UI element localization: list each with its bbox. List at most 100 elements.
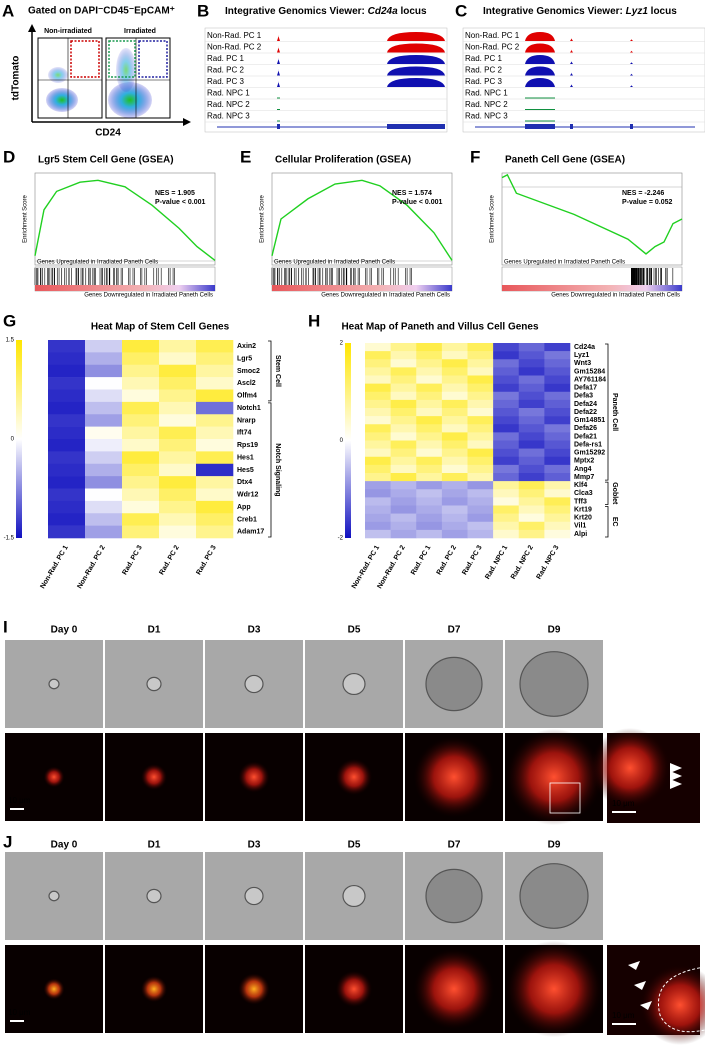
scale-label: 10 μm	[8, 1008, 31, 1017]
gsea-plot	[271, 172, 453, 266]
peak	[630, 73, 633, 76]
heat-cell	[467, 489, 494, 498]
heat-cell	[122, 426, 160, 440]
heat-cell	[493, 408, 520, 417]
peak	[387, 78, 445, 87]
organoid	[146, 676, 162, 692]
peak	[570, 72, 573, 76]
heat-cell	[390, 408, 417, 417]
igv-frame	[462, 27, 705, 133]
heat-cell	[416, 399, 443, 409]
scale-label: 10 μm	[612, 799, 635, 808]
heat-cell	[416, 343, 443, 352]
gene-label: Defa-rs1	[574, 441, 602, 448]
heat-cell	[48, 451, 86, 465]
gate	[138, 40, 168, 78]
scale-label: 0	[11, 437, 15, 443]
arrowhead	[670, 779, 682, 789]
heat-cell	[467, 481, 494, 490]
organoid	[342, 672, 366, 696]
gene-label: Gm15292	[574, 450, 605, 457]
heat-cell	[416, 367, 443, 376]
heat-cell	[365, 473, 391, 482]
column-label: Rad. PC 2	[158, 544, 180, 576]
heat-cell	[493, 464, 520, 474]
day-label: D5	[348, 625, 361, 636]
axis-label: Enrichment Score	[23, 194, 29, 242]
organoid	[244, 886, 264, 906]
nes: NES = 1.905	[155, 190, 195, 197]
peak	[525, 78, 555, 87]
heat-cell	[390, 383, 417, 393]
organoid	[342, 884, 366, 908]
panel-letter: D	[3, 147, 15, 166]
heat-cell	[365, 383, 391, 393]
heat-cell	[196, 513, 234, 526]
heat-cell	[159, 463, 197, 477]
heat-cell	[416, 456, 443, 466]
heat-cell	[518, 497, 545, 506]
heat-cell	[467, 391, 494, 401]
heat-cell	[122, 352, 160, 366]
heat-cell	[493, 497, 520, 506]
heat-cell	[390, 464, 417, 474]
heat-cell	[493, 416, 520, 425]
density	[108, 82, 152, 118]
day-label: D7	[448, 840, 461, 851]
heat-cell	[365, 489, 391, 498]
heat-cell	[518, 424, 545, 433]
heat-cell	[365, 464, 391, 474]
scale-label: -1.5	[4, 536, 15, 542]
heat-cell	[467, 456, 494, 466]
fluorescence	[413, 948, 495, 1030]
exon	[630, 124, 633, 129]
heat-cell	[85, 525, 123, 539]
heat-cell	[544, 375, 571, 384]
heat-cell	[390, 456, 417, 466]
heat-cell	[493, 424, 520, 433]
day-label: D9	[548, 840, 561, 851]
heat-cell	[493, 351, 520, 360]
heat-cell	[196, 377, 234, 390]
heat-cell	[441, 391, 468, 401]
exon	[387, 124, 445, 129]
heat-cell	[122, 401, 160, 415]
heat-cell	[544, 448, 571, 458]
heat-cell	[196, 439, 234, 452]
heat-cell	[467, 408, 494, 417]
fluorescence	[505, 728, 603, 826]
rank-bar	[35, 285, 215, 291]
plot-label: Non-irradiated	[44, 28, 92, 35]
heat-cell	[544, 521, 571, 531]
peak	[277, 81, 280, 87]
heat-cell	[196, 364, 234, 378]
heat-cell	[518, 375, 545, 384]
heat-cell	[544, 343, 571, 352]
peak	[387, 55, 445, 64]
heat-cell	[493, 529, 520, 539]
heat-cell	[544, 359, 571, 368]
heat-cell	[416, 464, 443, 474]
bracket	[605, 481, 609, 505]
scale-label: 1.5	[6, 338, 15, 344]
heat-cell	[159, 488, 197, 502]
gene-label: Wnt3	[574, 360, 591, 367]
heat-cell	[416, 473, 443, 482]
panel-title: Paneth Cell Gene (GSEA)	[505, 155, 625, 166]
bracket	[268, 402, 272, 538]
track-label: Non-Rad. PC 2	[465, 43, 520, 52]
heat-cell	[544, 416, 571, 425]
heat-cell	[416, 440, 443, 449]
gene-label: Defa17	[574, 385, 597, 392]
heat-cell	[544, 440, 571, 449]
color-bar	[16, 340, 22, 538]
heat-cell	[518, 529, 545, 539]
heat-cell	[85, 451, 123, 465]
column-label: Non-Rad. PC 1	[39, 544, 69, 590]
heat-cell	[493, 367, 520, 376]
scale-label: 0	[340, 438, 344, 444]
heat-cell	[441, 351, 468, 360]
heat-cell	[467, 505, 494, 514]
heat-cell	[416, 489, 443, 498]
gene-label: Clca3	[574, 490, 593, 497]
